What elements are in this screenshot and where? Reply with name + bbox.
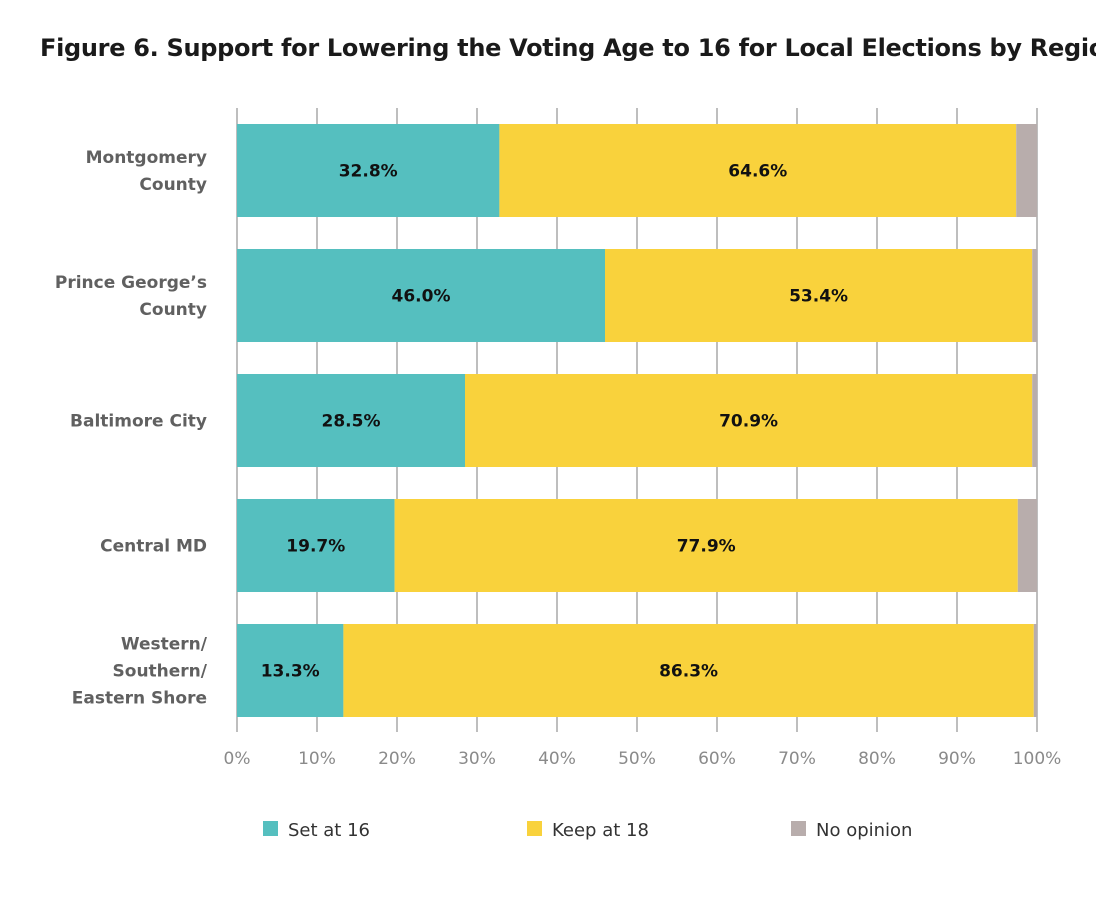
legend: Set at 16 Keep at 18 No opinion [263,820,912,841]
bar-segment [237,499,395,592]
x-tick-label: 50% [618,749,656,769]
data-label: 19.7% [286,537,345,557]
legend-swatch [263,821,278,836]
legend-label: No opinion [816,820,912,841]
x-tick-label: 30% [458,749,496,769]
bar-group: 46.0% 53.4% [237,249,1037,342]
category-label: Montgomery County [86,148,207,195]
bar-segment [394,499,1018,592]
legend-item: Keep at 18 [527,820,649,841]
x-tick-label: 100% [1013,749,1062,769]
x-tick-label: 90% [938,749,976,769]
bar-segment [465,374,1033,467]
bar-group: 19.7% 77.9% [237,499,1037,592]
bar-group: 13.3% 86.3% [237,624,1037,717]
bar-segment [1017,499,1037,592]
bar-segment [237,124,500,217]
data-label: 64.6% [728,162,787,182]
bar-segment [1016,124,1037,217]
legend-swatch [791,821,806,836]
data-label: 28.5% [322,412,381,432]
legend-item: No opinion [791,820,912,841]
x-tick-label: 70% [778,749,816,769]
data-label: 86.3% [659,662,718,682]
category-label: Western/Southern/Eastern Shore [72,635,208,709]
x-axis-tick-labels: 0% 10% 20% 30% 40% 50% 60% 70% 80% 90% 100% [224,749,1062,769]
bar-group: 28.5% 70.9% [237,374,1037,467]
category-label: Baltimore City [70,412,207,432]
bar-segment [343,624,1034,717]
bar-segment [237,249,605,342]
bars: 32.8% 64.6% 46.0% 53.4% 28.5% 70.9% 19.7% 77.9%… [237,124,1037,717]
x-tick-label: 40% [538,749,576,769]
bar-segment [499,124,1017,217]
legend-swatch [527,821,542,836]
data-label: 46.0% [392,287,451,307]
category-labels: Montgomery County Prince George’s County Bal… [55,148,208,709]
legend-label: Set at 16 [288,820,370,841]
x-tick-label: 10% [298,749,336,769]
legend-item: Set at 16 [263,820,370,841]
data-label: 53.4% [789,287,848,307]
bar-segment [237,624,344,717]
data-label: 32.8% [339,162,398,182]
bar-segment [237,374,465,467]
bar-segment [1032,374,1037,467]
x-tick-label: 60% [698,749,736,769]
data-label: 13.3% [261,662,320,682]
bar-segment [1032,249,1037,342]
data-label: 77.9% [677,537,736,557]
x-tick-label: 80% [858,749,896,769]
bar-group: 32.8% 64.6% [237,124,1037,217]
bar-segment [1033,624,1037,717]
legend-label: Keep at 18 [552,820,649,841]
category-label: Central MD [100,537,207,557]
x-tick-label: 20% [378,749,416,769]
x-tick-label: 0% [224,749,251,769]
category-label: Prince George’s County [55,273,207,320]
chart-title: Figure 6. Support for Lowering the Votin… [40,34,1096,62]
bar-segment [605,249,1033,342]
data-label: 70.9% [719,412,778,432]
